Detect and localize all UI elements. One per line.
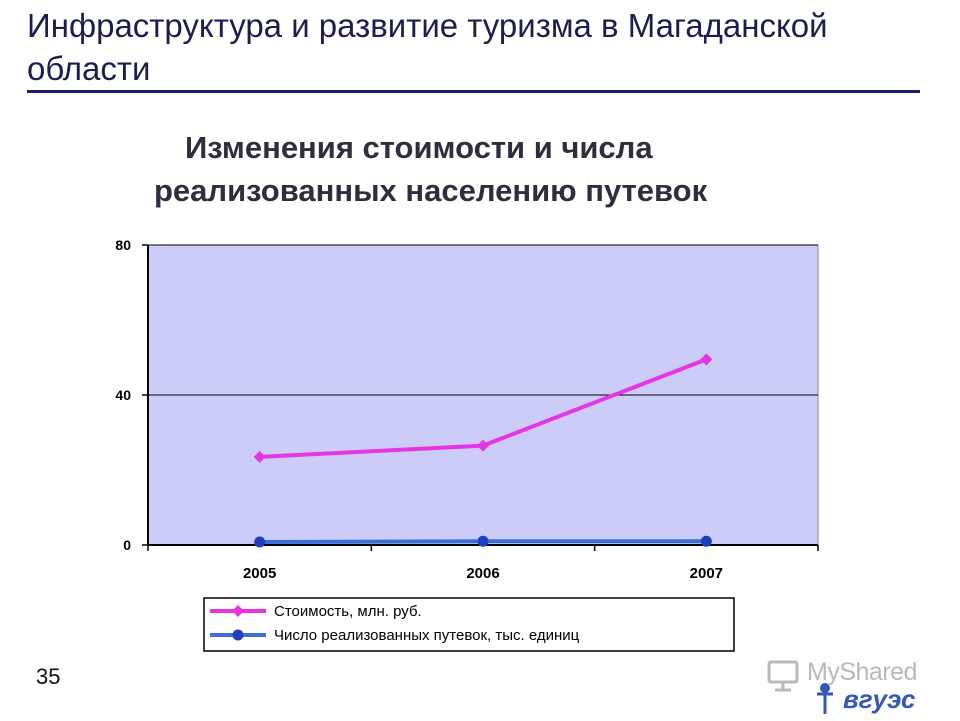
y-tick-label: 40: [115, 387, 131, 403]
y-tick-label: 80: [115, 237, 131, 253]
data-point: [253, 450, 266, 463]
watermark-logo: вгуэс MyShared: [765, 656, 945, 716]
chart-title-line-2: реализованных населению путевок: [154, 173, 708, 208]
data-point: [477, 439, 489, 452]
legend-label: Число реализованных путевок, тыс. единиц: [274, 627, 580, 644]
watermark-text: MyShared: [807, 658, 917, 686]
legend-label: Стоимость, млн. руб.: [274, 603, 422, 620]
legend-marker: [232, 605, 244, 617]
x-tick-label: 2006: [466, 565, 499, 582]
legend-marker: [232, 629, 244, 641]
legend-box: [203, 597, 735, 652]
x-tick-label: 2005: [243, 565, 276, 582]
y-tick-label: 0: [123, 537, 131, 553]
chart-title: Изменения стоимости и числа реализованны…: [140, 126, 840, 212]
slide-title: Инфраструктура и развитие туризма в Мага…: [27, 7, 828, 87]
data-point: [700, 535, 712, 547]
data-point: [254, 536, 266, 548]
data-point: [477, 535, 489, 547]
presentation-icon: вгуэс: [767, 660, 916, 714]
chart-title-line-1: Изменения стоимости и числа: [185, 130, 653, 165]
title-divider: [27, 90, 920, 93]
svg-text:вгуэс: вгуэс: [843, 684, 916, 714]
data-point: [700, 353, 713, 366]
page-number: 35: [36, 664, 61, 689]
x-tick-label: 2007: [690, 565, 723, 582]
